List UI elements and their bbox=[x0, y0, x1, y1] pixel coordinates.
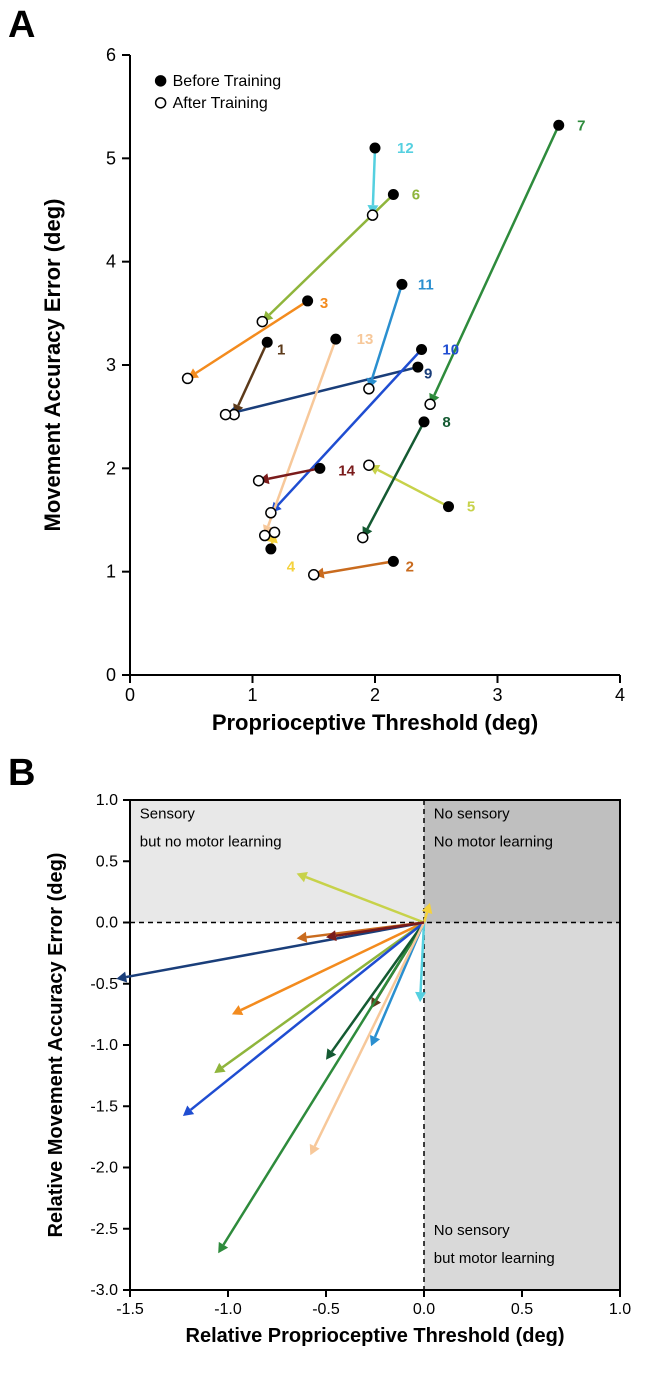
panel-b-vectors: -1.5-1.0-0.50.00.51.0-3.0-2.5-2.0-1.5-1.… bbox=[130, 800, 620, 1290]
svg-text:-0.5: -0.5 bbox=[90, 976, 118, 993]
svg-text:After Training: After Training bbox=[173, 95, 268, 112]
svg-text:Movement Accuracy Error (deg): Movement Accuracy Error (deg) bbox=[40, 199, 65, 532]
svg-text:-2.5: -2.5 bbox=[90, 1221, 118, 1238]
svg-text:14: 14 bbox=[338, 462, 355, 479]
svg-text:2: 2 bbox=[370, 685, 380, 705]
svg-text:Sensory: Sensory bbox=[140, 805, 196, 822]
svg-text:12: 12 bbox=[397, 140, 414, 157]
svg-text:6: 6 bbox=[106, 45, 116, 65]
svg-text:No sensory: No sensory bbox=[434, 1222, 510, 1239]
svg-text:-1.5: -1.5 bbox=[90, 1098, 118, 1115]
svg-text:3: 3 bbox=[320, 295, 328, 312]
svg-text:1: 1 bbox=[247, 685, 257, 705]
svg-text:Relative Movement Accuracy Err: Relative Movement Accuracy Error (deg) bbox=[45, 853, 67, 1238]
svg-text:1.0: 1.0 bbox=[96, 792, 118, 809]
svg-text:0.5: 0.5 bbox=[96, 853, 118, 870]
svg-text:6: 6 bbox=[412, 187, 420, 204]
svg-text:0: 0 bbox=[106, 665, 116, 685]
svg-text:-1.0: -1.0 bbox=[214, 1301, 242, 1318]
svg-text:Relative Proprioceptive Thresh: Relative Proprioceptive Threshold (deg) bbox=[186, 1325, 565, 1347]
svg-text:-0.5: -0.5 bbox=[312, 1301, 340, 1318]
figure: AB012340123456Proprioceptive Threshold (… bbox=[0, 0, 666, 1387]
svg-text:7: 7 bbox=[577, 117, 585, 134]
svg-text:-1.0: -1.0 bbox=[90, 1037, 118, 1054]
svg-text:No sensory: No sensory bbox=[434, 805, 510, 822]
svg-text:10: 10 bbox=[442, 342, 459, 359]
svg-text:1: 1 bbox=[277, 342, 285, 359]
svg-text:-1.5: -1.5 bbox=[116, 1301, 144, 1318]
svg-text:11: 11 bbox=[418, 276, 434, 293]
svg-text:9: 9 bbox=[424, 365, 432, 382]
svg-text:-3.0: -3.0 bbox=[90, 1282, 118, 1299]
svg-text:but no motor learning: but no motor learning bbox=[140, 834, 282, 851]
panel-label: A bbox=[8, 4, 35, 47]
svg-text:2: 2 bbox=[106, 458, 116, 478]
svg-text:5: 5 bbox=[467, 499, 475, 516]
svg-text:Before Training: Before Training bbox=[173, 73, 282, 90]
svg-text:0.5: 0.5 bbox=[511, 1301, 533, 1318]
panel-label: B bbox=[8, 752, 35, 795]
svg-text:2: 2 bbox=[406, 559, 414, 576]
svg-text:but motor learning: but motor learning bbox=[434, 1250, 555, 1267]
svg-text:Proprioceptive Threshold (deg): Proprioceptive Threshold (deg) bbox=[212, 710, 538, 735]
svg-text:4: 4 bbox=[615, 685, 625, 705]
svg-text:3: 3 bbox=[492, 685, 502, 705]
svg-text:0.0: 0.0 bbox=[96, 915, 118, 932]
svg-text:No motor learning: No motor learning bbox=[434, 834, 553, 851]
svg-text:4: 4 bbox=[287, 559, 296, 576]
svg-text:0.0: 0.0 bbox=[413, 1301, 435, 1318]
svg-text:1: 1 bbox=[106, 562, 116, 582]
svg-text:-2.0: -2.0 bbox=[90, 1160, 118, 1177]
svg-text:13: 13 bbox=[357, 331, 374, 348]
panel-a-scatter: 012340123456Proprioceptive Threshold (de… bbox=[130, 55, 620, 675]
svg-text:1.0: 1.0 bbox=[609, 1301, 631, 1318]
svg-text:8: 8 bbox=[442, 414, 450, 431]
svg-text:5: 5 bbox=[106, 148, 116, 168]
svg-text:4: 4 bbox=[106, 252, 116, 272]
svg-text:0: 0 bbox=[125, 685, 135, 705]
svg-text:3: 3 bbox=[106, 355, 116, 375]
